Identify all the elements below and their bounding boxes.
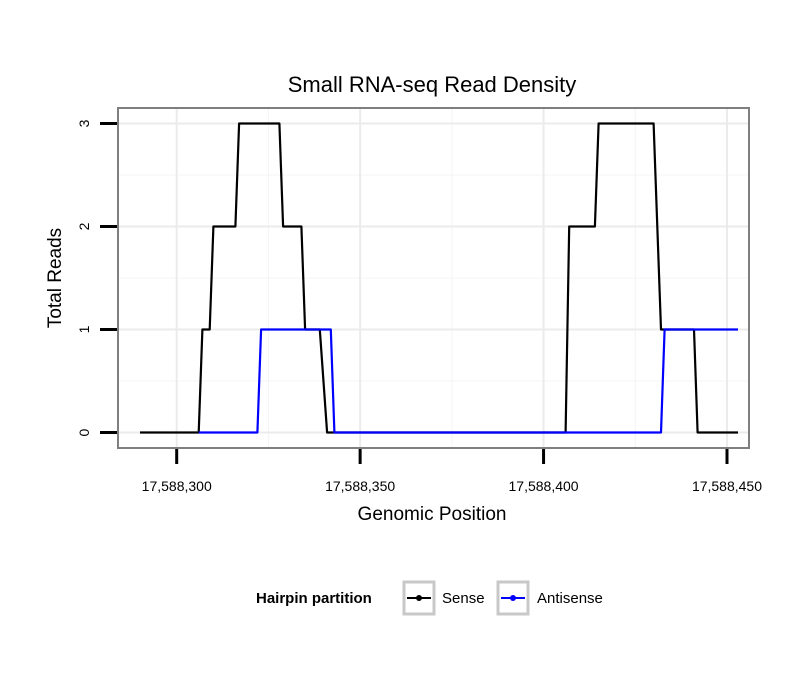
- chart-title: Small RNA-seq Read Density: [288, 72, 577, 97]
- legend-label-antisense: Antisense: [537, 590, 603, 607]
- legend-item-antisense: Antisense: [496, 580, 603, 616]
- x-axis-title: Genomic Position: [358, 504, 507, 525]
- legend-title: Hairpin partition: [256, 590, 372, 607]
- y-tick-label: 2: [76, 222, 92, 230]
- y-tick-label: 3: [76, 119, 92, 127]
- y-tick-label: 1: [76, 325, 92, 333]
- legend-dot-sense: [416, 595, 422, 601]
- panel-border: [117, 107, 750, 449]
- y-axis: 0 1 2 3: [76, 119, 117, 436]
- legend-label-sense: Sense: [442, 590, 485, 607]
- x-tick-label: 17,588,400: [509, 478, 579, 494]
- legend-dot-antisense: [510, 595, 516, 601]
- y-tick-label: 0: [76, 428, 92, 436]
- legend: Hairpin partition Sense Antisense: [256, 580, 603, 616]
- x-tick-label: 17,588,300: [142, 478, 212, 494]
- series-layer: [140, 122, 738, 434]
- legend-item-sense: Sense: [402, 580, 485, 616]
- y-axis-title: Total Reads: [45, 228, 66, 328]
- series-line-antisense: [198, 328, 738, 434]
- x-axis: 17,588,300 17,588,350 17,588,400 17,588,450: [142, 449, 762, 494]
- x-tick-label: 17,588,350: [325, 478, 395, 494]
- x-tick-label: 17,588,450: [692, 478, 762, 494]
